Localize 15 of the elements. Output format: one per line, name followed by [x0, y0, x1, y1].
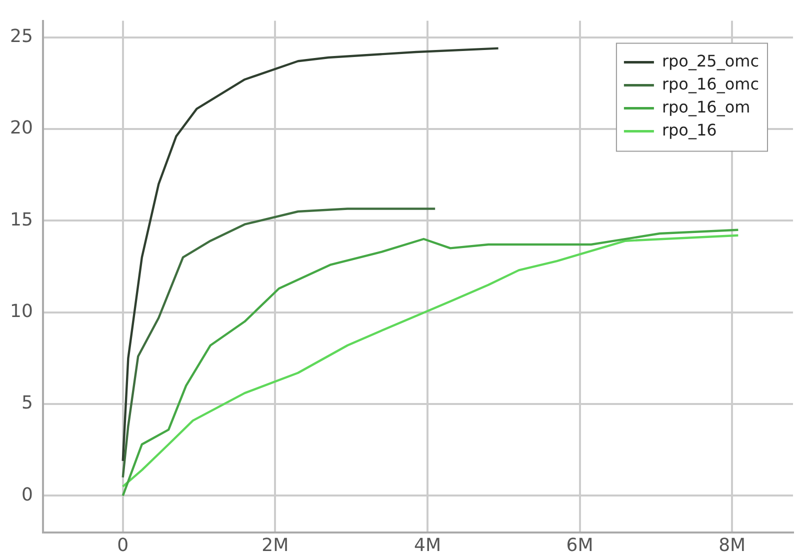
x-tick-label: 0 [117, 534, 129, 556]
y-tick-label: 0 [21, 484, 33, 506]
legend-label: rpo_25_omc [662, 51, 760, 70]
legend-label: rpo_16 [662, 120, 717, 140]
y-tick-label: 15 [10, 209, 33, 230]
x-tick-label: 2M [262, 534, 289, 556]
y-tick-label: 25 [10, 26, 33, 47]
y-tick-label: 10 [10, 301, 33, 322]
x-tick-label: 4M [414, 534, 441, 556]
legend-label: rpo_16_om [662, 97, 750, 116]
x-tick-label: 8M [718, 534, 746, 556]
y-tick-label: 5 [21, 392, 33, 414]
x-tick-label: 6M [566, 534, 594, 556]
y-tick-label: 20 [10, 118, 33, 139]
legend-label: rpo_16_omc [662, 74, 760, 94]
